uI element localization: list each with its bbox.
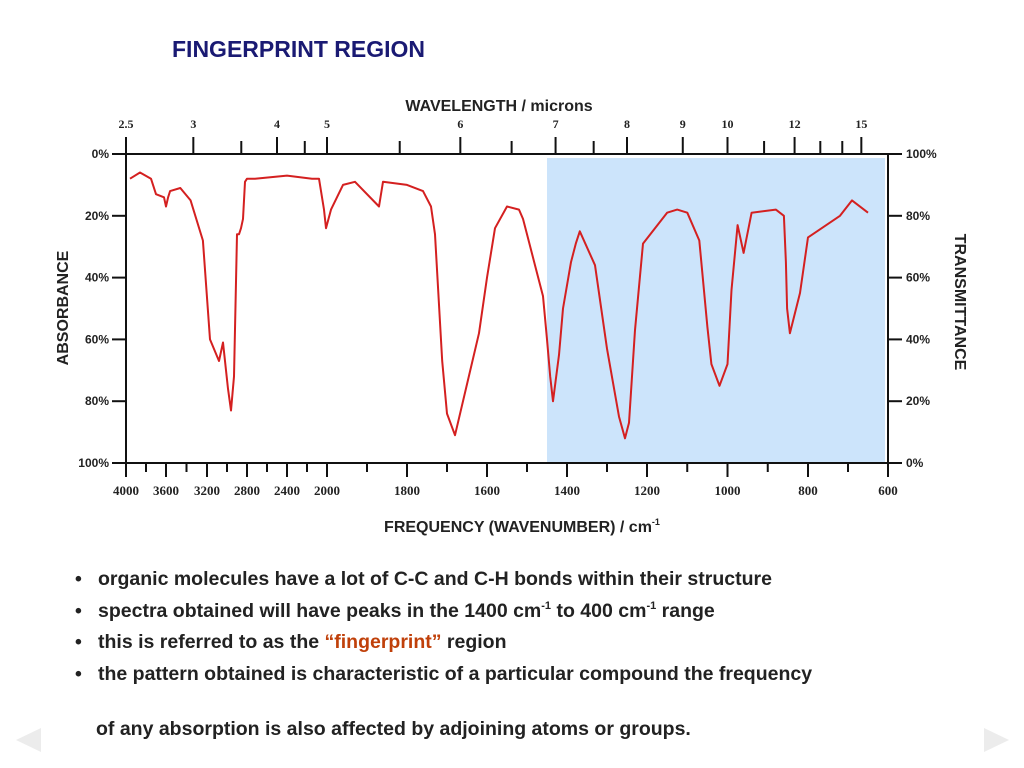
- top-tick-label: 15: [855, 117, 867, 131]
- right-tick-label: 100%: [906, 147, 937, 161]
- top-tick-label: 3: [190, 117, 196, 131]
- superscript: -1: [646, 599, 657, 612]
- bullet-text: range: [656, 599, 715, 622]
- bullet-text: spectra obtained will have peaks in the …: [98, 599, 542, 622]
- x-tick-label: 1000: [715, 483, 741, 498]
- x-tick-label: 1800: [394, 483, 420, 498]
- right-axis-title: TRANSMITTANCE: [951, 234, 968, 371]
- bullet-item: • this is referred to as the “fingerprint…: [75, 631, 975, 663]
- x-tick-label: 2000: [314, 483, 340, 498]
- bullet-text: region: [441, 631, 507, 653]
- right-tick-label: 20%: [906, 394, 930, 408]
- top-tick-label: 10: [722, 117, 734, 131]
- x-axis-title: FREQUENCY (WAVENUMBER) / cm-1: [384, 517, 660, 536]
- bullet-text: to 400 cm: [551, 599, 647, 622]
- bullet-item: • the pattern obtained is characteristic …: [75, 663, 975, 695]
- top-tick-label: 2.5: [119, 117, 134, 131]
- x-tick-label: 600: [878, 483, 898, 498]
- bullet-item: • organic molecules have a lot of C-C and…: [75, 568, 975, 600]
- bullet-text: the pattern obtained is characteristic o…: [98, 662, 813, 685]
- left-axis-title: ABSORBANCE: [55, 250, 72, 365]
- next-slide-icon[interactable]: [983, 725, 1011, 755]
- highlighted-term: “fingerprint”: [324, 631, 442, 653]
- bullet-dot: •: [75, 599, 82, 622]
- top-axis-title: WAVELENGTH / microns: [405, 98, 592, 115]
- top-tick-label: 12: [789, 117, 801, 131]
- left-tick-label: 100%: [78, 456, 109, 470]
- left-tick-label: 40%: [85, 271, 109, 285]
- right-tick-label: 40%: [906, 332, 930, 346]
- top-tick-label: 8: [624, 117, 630, 131]
- x-tick-label: 3600: [153, 483, 179, 498]
- bullet-item: • spectra obtained will have peaks in the…: [75, 600, 975, 632]
- left-tick-label: 20%: [85, 209, 109, 223]
- bullet-dot: •: [75, 568, 82, 590]
- top-tick-label: 4: [274, 117, 280, 131]
- bullet-list: • organic molecules have a lot of C-C and…: [75, 568, 975, 694]
- slide-title: FINGERPRINT REGION: [172, 36, 426, 62]
- x-tick-label: 1600: [474, 483, 500, 498]
- right-tick-label: 80%: [906, 209, 930, 223]
- superscript: -1: [541, 599, 552, 612]
- bullet-continuation-text: of any absorption is also affected by ad…: [96, 718, 691, 740]
- spectrum-line: [129, 171, 869, 440]
- right-tick-label: 60%: [906, 271, 930, 285]
- x-tick-label: 800: [798, 483, 818, 498]
- top-tick-label: 5: [324, 117, 330, 131]
- x-tick-label: 2800: [234, 483, 260, 498]
- x-axis-title-sup: -1: [652, 517, 660, 527]
- x-tick-label: 3200: [194, 483, 220, 498]
- previous-slide-icon[interactable]: [14, 725, 42, 755]
- x-axis-title-text: FREQUENCY (WAVENUMBER) / cm: [384, 519, 652, 536]
- top-tick-label: 7: [553, 117, 559, 131]
- ir-spectrum-chart: 4000 3600 3200 2800 2400 2000 1800 1600 1400 1200…: [55, 98, 968, 536]
- bullet-text: organic molecules have a lot of C-C and …: [98, 568, 772, 590]
- right-tick-label: 0%: [906, 456, 924, 470]
- x-tick-label: 1400: [554, 483, 580, 498]
- top-tick-label: 6: [457, 117, 463, 131]
- fingerprint-region-highlight: [547, 158, 885, 463]
- x-tick-label: 1200: [634, 483, 660, 498]
- left-tick-label: 0%: [92, 147, 110, 161]
- top-tick-label: 9: [680, 117, 686, 131]
- bullet-text: this is referred to as the: [98, 631, 325, 653]
- left-tick-label: 80%: [85, 394, 109, 408]
- bullet-dot: •: [75, 662, 82, 685]
- chart-axes: [125, 153, 889, 464]
- left-tick-label: 60%: [85, 332, 109, 346]
- bullet-dot: •: [75, 631, 82, 653]
- x-tick-label: 4000: [113, 483, 139, 498]
- x-tick-label: 2400: [274, 483, 300, 498]
